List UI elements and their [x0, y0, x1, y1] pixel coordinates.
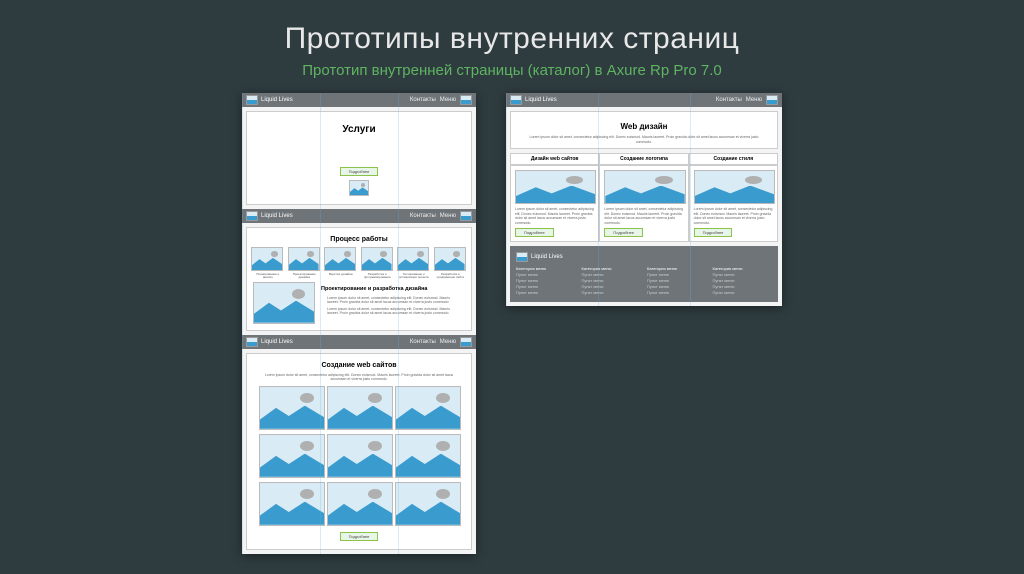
footer-col: Категория меню Пункт меню Пункт меню Пун… — [647, 266, 707, 296]
image-placeholder-icon — [327, 386, 393, 430]
lorem-text: Lorem ipsum dolor sit amet, consectetur … — [327, 307, 459, 316]
footer-col: Категория меню Пункт меню Пункт меню Пун… — [516, 266, 576, 296]
webdesign-title: Web дизайн — [515, 122, 773, 131]
image-placeholder-icon — [604, 170, 685, 204]
section-services: Услуги Подробнее — [246, 111, 472, 205]
image-placeholder-icon — [395, 482, 461, 526]
image-placeholder-icon — [434, 247, 466, 271]
menu-icon — [460, 337, 472, 347]
footer-col: Категория меню Пункт меню Пункт меню Пун… — [582, 266, 642, 296]
logo-icon — [246, 95, 258, 105]
image-placeholder-icon — [259, 386, 325, 430]
footer-columns: Категория меню Пункт меню Пункт меню Пун… — [516, 266, 772, 296]
nav-menu: Меню — [440, 97, 456, 103]
menu-icon — [460, 211, 472, 221]
image-placeholder-icon — [288, 247, 320, 271]
service-card: Lorem ipsum dolor sit amet, consectetur … — [689, 165, 778, 242]
services-title: Услуги — [251, 124, 467, 135]
image-placeholder-icon — [251, 247, 283, 271]
process-title: Процесс работы — [251, 236, 467, 243]
process-row: Планирование и анализ Проектирование диз… — [251, 247, 467, 280]
brand-label: Liquid Lives — [261, 97, 293, 103]
image-placeholder-icon — [324, 247, 356, 271]
design-row: Проектирование и разработка дизайна Lore… — [251, 280, 467, 326]
section-websites: Создание web сайтов Lorem ipsum dolor si… — [246, 353, 472, 550]
mockup-catalog-long: Liquid Lives Контакты Меню Услуги Подроб… — [242, 93, 476, 554]
image-placeholder-icon — [259, 482, 325, 526]
logo-icon — [246, 211, 258, 221]
websites-title: Создание web сайтов — [251, 362, 467, 369]
image-placeholder-icon — [259, 434, 325, 478]
menu-icon — [460, 95, 472, 105]
image-placeholder-icon — [253, 282, 315, 324]
section-process: Процесс работы Планирование и анализ Про… — [246, 227, 472, 331]
wf-header: Liquid Lives Контакты Меню — [242, 209, 476, 223]
logo-icon — [246, 337, 258, 347]
wf-header: Liquid Lives Контакты Меню — [506, 93, 782, 107]
image-placeholder-icon — [515, 170, 596, 204]
image-placeholder-icon — [397, 247, 429, 271]
hero: Web дизайн Lorem ipsum dolor sit amet, c… — [510, 111, 778, 149]
wf-header: Liquid Lives Контакты Меню — [242, 335, 476, 349]
service-card: Lorem ipsum dolor sit amet, consectetur … — [510, 165, 599, 242]
columns-content: Lorem ipsum dolor sit amet, consectetur … — [510, 165, 778, 242]
wf-footer: Liquid Lives Категория меню Пункт меню П… — [510, 246, 778, 302]
lorem-text: Lorem ipsum dolor sit amet, consectetur … — [521, 135, 767, 144]
logo-icon — [510, 95, 522, 105]
design-title: Проектирование и разработка дизайна — [321, 286, 465, 292]
lorem-text: Lorem ipsum dolor sit amet, consectetur … — [327, 296, 459, 305]
image-placeholder-icon — [327, 482, 393, 526]
image-placeholder-icon — [694, 170, 775, 204]
image-placeholder-icon — [395, 434, 461, 478]
image-placeholder-icon — [349, 180, 369, 196]
services-btn: Подробнее — [340, 167, 379, 176]
logo-icon — [516, 252, 528, 262]
wf-header: Liquid Lives Контакты Меню — [242, 93, 476, 107]
mockup-webdesign: Liquid Lives Контакты Меню Web дизайн Lo… — [506, 93, 782, 306]
columns-titles: Дизайн web сайтов Создание логотипа Созд… — [510, 153, 778, 165]
lorem-text: Lorem ipsum dolor sit amet, consectetur … — [257, 373, 461, 382]
image-placeholder-icon — [327, 434, 393, 478]
footer-col: Категория меню Пункт меню Пункт меню Пун… — [713, 266, 773, 296]
service-card: Lorem ipsum dolor sit amet, consectetur … — [599, 165, 688, 242]
nav-contacts: Контакты — [410, 97, 436, 103]
menu-icon — [766, 95, 778, 105]
slide-title: Прототипы внутренних страниц — [0, 0, 1024, 56]
slide-subtitle: Прототип внутренней страницы (каталог) в… — [0, 62, 1024, 79]
image-placeholder-icon — [361, 247, 393, 271]
image-placeholder-icon — [395, 386, 461, 430]
more-btn: Подробнее — [340, 532, 379, 541]
websites-grid — [251, 384, 467, 528]
mockup-row: Liquid Lives Контакты Меню Услуги Подроб… — [0, 93, 1024, 554]
